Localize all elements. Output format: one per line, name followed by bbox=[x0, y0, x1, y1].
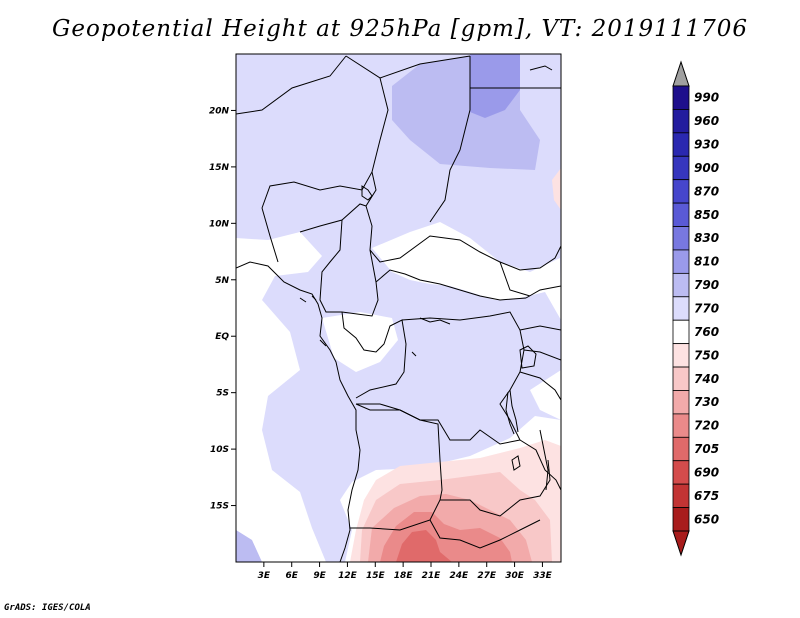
map-panel: 20N 15N 10N 5N EQ 5S 10S 15S 3E 6E 9E 12E 15E 18E 21E… bbox=[209, 53, 562, 581]
map-frame bbox=[235, 53, 562, 563]
lon-tick-label: 6E bbox=[286, 571, 299, 581]
lon-tick-label: 27E bbox=[477, 571, 497, 581]
border-sudan bbox=[470, 87, 561, 271]
colorbar-swatch bbox=[672, 436, 690, 462]
colorbar: 990 960 930 900 870 850 830 810 790 770 760 750 740 7… bbox=[672, 60, 719, 557]
border-cameroon bbox=[319, 219, 379, 317]
credit-text: GrADS: IGES/COLA bbox=[4, 603, 91, 613]
colorbar-swatch bbox=[672, 483, 690, 508]
border-algeria-libya bbox=[379, 55, 471, 223]
colorbar-swatch bbox=[672, 249, 690, 274]
colorbar-swatch bbox=[672, 390, 690, 415]
colorbar-label: 810 bbox=[694, 255, 719, 269]
lon-tick-label: 15E bbox=[366, 571, 386, 581]
contour-705 bbox=[396, 530, 452, 562]
boundaries bbox=[236, 55, 561, 562]
colorbar-label: 770 bbox=[694, 302, 719, 316]
longitude-ticks: 3E 6E 9E 12E 15E 18E 21E 24E 27E 30E 33E bbox=[258, 562, 553, 581]
colorbar-label: 705 bbox=[694, 442, 719, 456]
colorbar-label: 870 bbox=[694, 184, 719, 198]
colorbar-swatch bbox=[672, 132, 690, 157]
lon-tick-label: 30E bbox=[505, 571, 525, 581]
lon-tick-label: 24E bbox=[450, 571, 470, 581]
lat-tick-label: 15S bbox=[210, 502, 229, 512]
colorbar-label: 830 bbox=[694, 231, 719, 245]
colorbar-swatch bbox=[672, 226, 690, 251]
lake-malawi bbox=[539, 429, 549, 491]
lat-tick-label: 10S bbox=[210, 445, 229, 455]
lat-tick-label: EQ bbox=[215, 332, 229, 342]
colorbar-swatch bbox=[672, 109, 690, 134]
lon-tick-label: 33E bbox=[533, 571, 553, 581]
border-angola bbox=[350, 403, 443, 531]
colorbar-label: 930 bbox=[694, 138, 719, 152]
coastline bbox=[236, 261, 361, 562]
height-field bbox=[236, 54, 561, 562]
contour-810-north bbox=[470, 54, 520, 118]
lat-tick-label: 5S bbox=[216, 389, 229, 399]
colorbar-label: 720 bbox=[694, 419, 719, 433]
contour-790-southwest bbox=[236, 530, 262, 562]
border-car bbox=[375, 269, 527, 301]
lake-small-1 bbox=[511, 455, 521, 471]
colorbar-label: 990 bbox=[694, 91, 719, 105]
colorbar-swatch bbox=[672, 296, 690, 321]
lat-tick-label: 20N bbox=[209, 106, 230, 116]
colorbar-bottom-arrow bbox=[672, 530, 690, 557]
map-title: Geopotential Height at 925hPa [gpm], VT:… bbox=[52, 16, 748, 42]
colorbar-swatch bbox=[672, 202, 690, 227]
colorbar-swatch bbox=[672, 413, 690, 438]
colorbar-swatch bbox=[672, 155, 690, 181]
colorbar-label: 750 bbox=[694, 348, 719, 362]
colorbar-swatch bbox=[672, 343, 690, 368]
colorbar-label: 690 bbox=[694, 465, 719, 479]
colorbar-swatch bbox=[672, 319, 690, 345]
colorbar-label: 730 bbox=[694, 395, 719, 409]
lon-tick-label: 3E bbox=[258, 571, 271, 581]
lon-tick-label: 18E bbox=[394, 571, 414, 581]
lon-tick-label: 12E bbox=[338, 571, 358, 581]
colorbar-label: 760 bbox=[694, 325, 719, 339]
colorbar-label: 850 bbox=[694, 208, 719, 222]
lake-victoria bbox=[519, 345, 537, 369]
colorbar-label: 790 bbox=[694, 278, 719, 292]
colorbar-swatch bbox=[672, 85, 690, 110]
colorbar-top-arrow bbox=[672, 60, 690, 87]
border-congo bbox=[341, 311, 407, 399]
contour-760-gabon bbox=[322, 312, 398, 372]
lat-tick-label: 10N bbox=[209, 219, 230, 229]
contour-760-west bbox=[236, 232, 326, 562]
contour-760-east bbox=[530, 370, 561, 420]
coast-mark-2 bbox=[299, 295, 417, 357]
contour-760-central bbox=[372, 222, 561, 320]
contour-750-east bbox=[552, 168, 561, 210]
colorbar-swatch bbox=[672, 507, 690, 532]
colorbar-label: 960 bbox=[694, 114, 719, 128]
colorbar-swatch bbox=[672, 460, 690, 485]
lake-tanganyika bbox=[505, 389, 519, 435]
latitude-ticks: 20N 15N 10N 5N EQ 5S 10S 15S bbox=[209, 106, 236, 512]
border-namibia bbox=[429, 519, 541, 549]
colorbar-swatch bbox=[672, 366, 690, 391]
colorbar-swatch bbox=[672, 272, 690, 298]
colorbar-label: 900 bbox=[694, 161, 719, 175]
colorbar-swatch bbox=[672, 179, 690, 204]
colorbar-label: 650 bbox=[694, 512, 719, 526]
colorbar-label: 740 bbox=[694, 372, 719, 386]
lat-tick-label: 15N bbox=[209, 163, 230, 173]
lake-chad bbox=[361, 185, 373, 201]
lat-tick-label: 5N bbox=[215, 276, 229, 286]
river-mark-1 bbox=[419, 317, 451, 325]
coast-east-top bbox=[529, 65, 553, 71]
lon-tick-label: 21E bbox=[422, 571, 442, 581]
colorbar-label: 675 bbox=[694, 489, 719, 503]
lon-tick-label: 9E bbox=[313, 571, 326, 581]
border-east bbox=[519, 285, 561, 491]
border-drc bbox=[355, 311, 525, 445]
